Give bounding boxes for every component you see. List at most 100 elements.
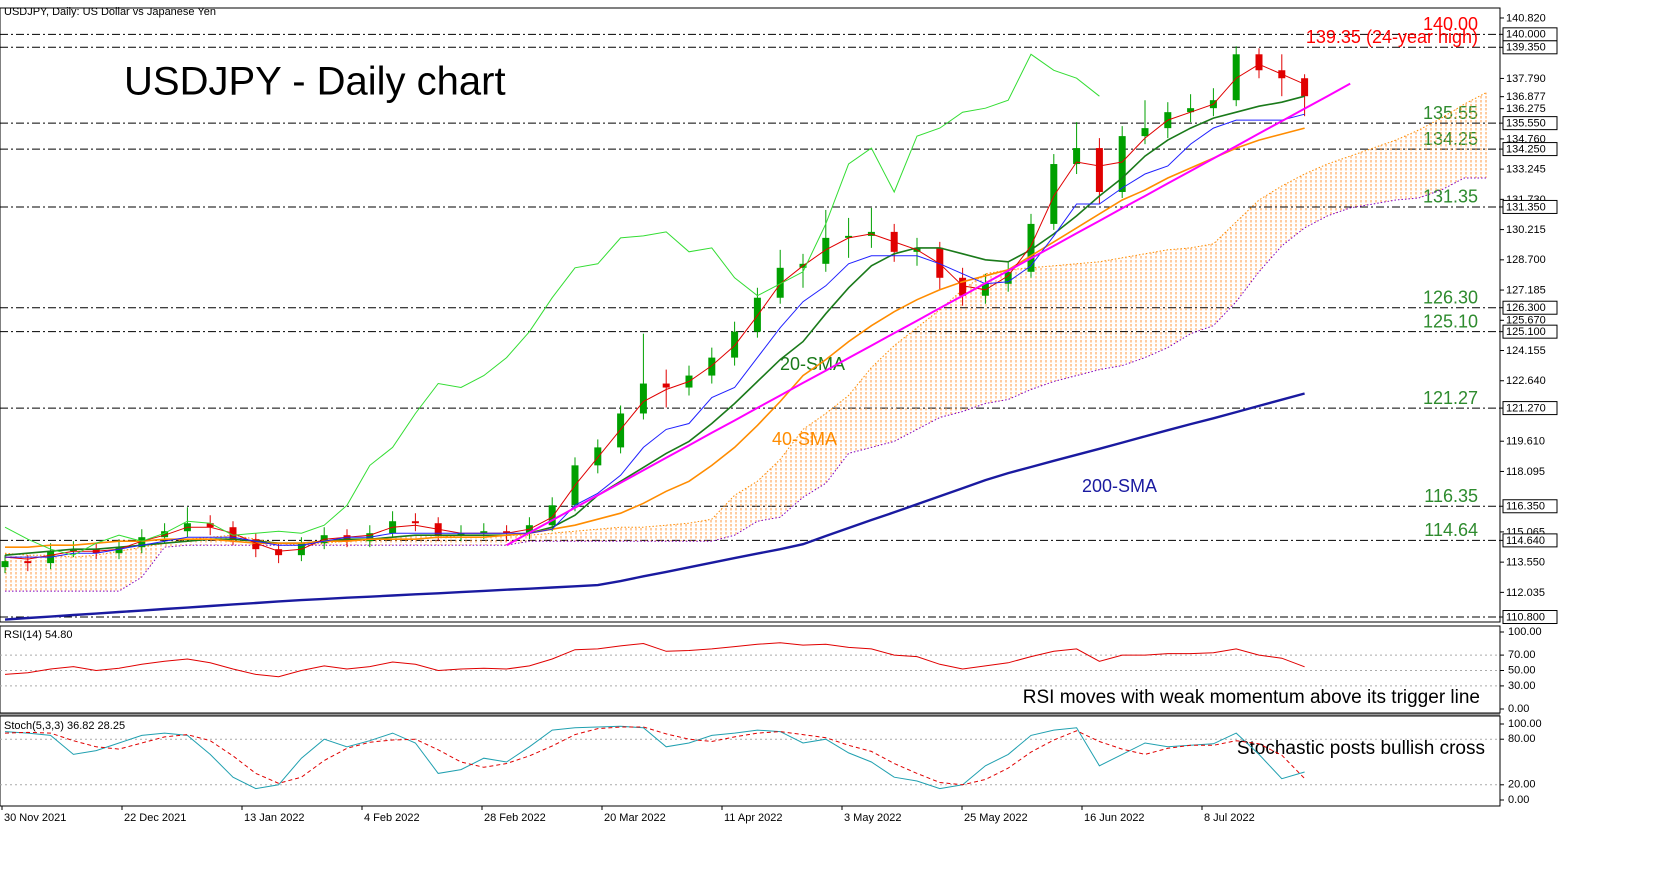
candle-body <box>1187 108 1195 113</box>
candle-body <box>662 383 670 388</box>
stoch-title: Stoch(5,3,3) 36.82 28.25 <box>4 720 125 732</box>
y-tick-label: 119.610 <box>1506 436 1545 448</box>
stoch-frame <box>0 715 1501 807</box>
x-tick-label: 28 Feb 2022 <box>484 812 546 824</box>
tick-box <box>1502 199 1558 214</box>
y-tick-label: 0.00 <box>1508 794 1529 806</box>
y-tick-label: 70.00 <box>1508 649 1536 661</box>
candle-body <box>936 247 944 278</box>
y-tick-label: 50.00 <box>1508 664 1536 676</box>
y-tick-label: 125.100 <box>1506 326 1546 338</box>
y-tick-label: 112.035 <box>1506 587 1545 599</box>
x-tick-label: 16 Jun 2022 <box>1084 812 1145 824</box>
candle-body <box>1141 128 1149 137</box>
y-tick-label: 137.790 <box>1506 73 1546 85</box>
candle-body <box>753 297 761 332</box>
y-tick-label: 126.300 <box>1506 302 1546 314</box>
line-series <box>4 726 1305 786</box>
candle-body <box>1095 148 1103 192</box>
candle-body <box>1 561 9 568</box>
rsi-frame <box>0 625 1501 714</box>
y-tick-label: 20.00 <box>1508 779 1536 791</box>
cloud-fill <box>5 92 1487 592</box>
candle-body <box>503 531 511 534</box>
line-series <box>4 95 1305 556</box>
y-tick-label: 125.670 <box>1506 315 1546 327</box>
y-tick-label: 136.877 <box>1506 91 1546 103</box>
x-tick-label: 22 Dec 2021 <box>124 812 186 824</box>
level-label: 114.64 <box>1424 520 1478 540</box>
tick-box <box>1502 324 1558 339</box>
y-tick-label: 140.000 <box>1506 29 1546 41</box>
candle-body <box>252 539 260 550</box>
level-label: 125.10 <box>1423 311 1478 331</box>
y-tick-label: 30.00 <box>1508 680 1536 692</box>
candle-body <box>115 547 123 554</box>
level-label: 139.35 (24-year high) <box>1306 27 1478 47</box>
candle-body <box>1255 54 1263 71</box>
stoch-annotation: Stochastic posts bullish cross <box>1237 738 1485 759</box>
rsi-title: RSI(14) 54.80 <box>4 629 72 641</box>
candle-body <box>411 521 419 524</box>
y-tick-label: 118.095 <box>1506 466 1545 478</box>
candle-body <box>138 537 146 548</box>
header: USDJPY, Daily: US Dollar vs Japanese Yen <box>4 6 216 18</box>
line-series <box>4 392 1305 621</box>
tick-box <box>1502 610 1558 625</box>
y-tick-label: 100.00 <box>1508 626 1542 638</box>
candle-body <box>708 357 716 376</box>
y-tick-label: 114.640 <box>1506 535 1545 547</box>
candle-body <box>1027 223 1035 272</box>
line-series <box>4 725 1305 790</box>
series-label: 20-SMA <box>780 354 845 374</box>
candle-body <box>845 235 853 238</box>
candle-body <box>1004 271 1012 284</box>
main-frame <box>0 7 1501 623</box>
candle-body <box>1118 136 1126 192</box>
rsi-annotation: RSI moves with weak momentum above its t… <box>1023 687 1480 708</box>
line-series <box>506 82 1351 547</box>
candle-body <box>731 331 739 358</box>
tick-box <box>1502 401 1558 416</box>
candle-body <box>161 531 169 538</box>
tick-box <box>1502 533 1558 548</box>
candle-body <box>480 531 488 534</box>
level-label: 126.30 <box>1423 287 1478 307</box>
level-label: 121.27 <box>1423 388 1478 408</box>
y-tick-label: 136.275 <box>1506 103 1546 115</box>
y-tick-label: 135.550 <box>1506 118 1546 130</box>
y-tick-label: 130.215 <box>1506 224 1546 236</box>
y-tick-label: 122.640 <box>1506 375 1546 387</box>
candle-body <box>275 549 283 556</box>
level-label: 116.35 <box>1424 486 1478 506</box>
tick-box <box>1502 142 1558 157</box>
candle-body <box>548 505 556 526</box>
x-tick-label: 8 Jul 2022 <box>1204 812 1255 824</box>
line-series <box>5 113 1305 558</box>
y-tick-label: 131.350 <box>1506 201 1546 213</box>
candle-body <box>594 447 602 466</box>
y-tick-label: 133.245 <box>1506 164 1546 176</box>
candle-body <box>776 267 784 298</box>
x-tick-label: 4 Feb 2022 <box>364 812 420 824</box>
candle-body <box>69 549 77 552</box>
y-tick-label: 0.00 <box>1508 703 1529 715</box>
line-series <box>4 53 1100 556</box>
tick-box <box>1502 499 1558 514</box>
y-tick-label: 139.350 <box>1506 42 1546 54</box>
level-label: 140.00 <box>1423 14 1478 34</box>
candle-body <box>617 413 625 448</box>
candle-body <box>24 561 32 564</box>
x-tick-label: 25 May 2022 <box>964 812 1028 824</box>
candle-body <box>1073 148 1081 165</box>
candle-body <box>959 277 967 296</box>
line-series <box>4 642 1305 678</box>
x-tick-label: 20 Mar 2022 <box>604 812 666 824</box>
y-tick-label: 113.550 <box>1506 557 1545 569</box>
candle-body <box>457 533 465 536</box>
y-tick-label: 110.800 <box>1506 611 1545 623</box>
candle-body <box>639 383 647 414</box>
y-tick-label: 128.700 <box>1506 254 1546 266</box>
y-tick-label: 134.250 <box>1506 143 1546 155</box>
